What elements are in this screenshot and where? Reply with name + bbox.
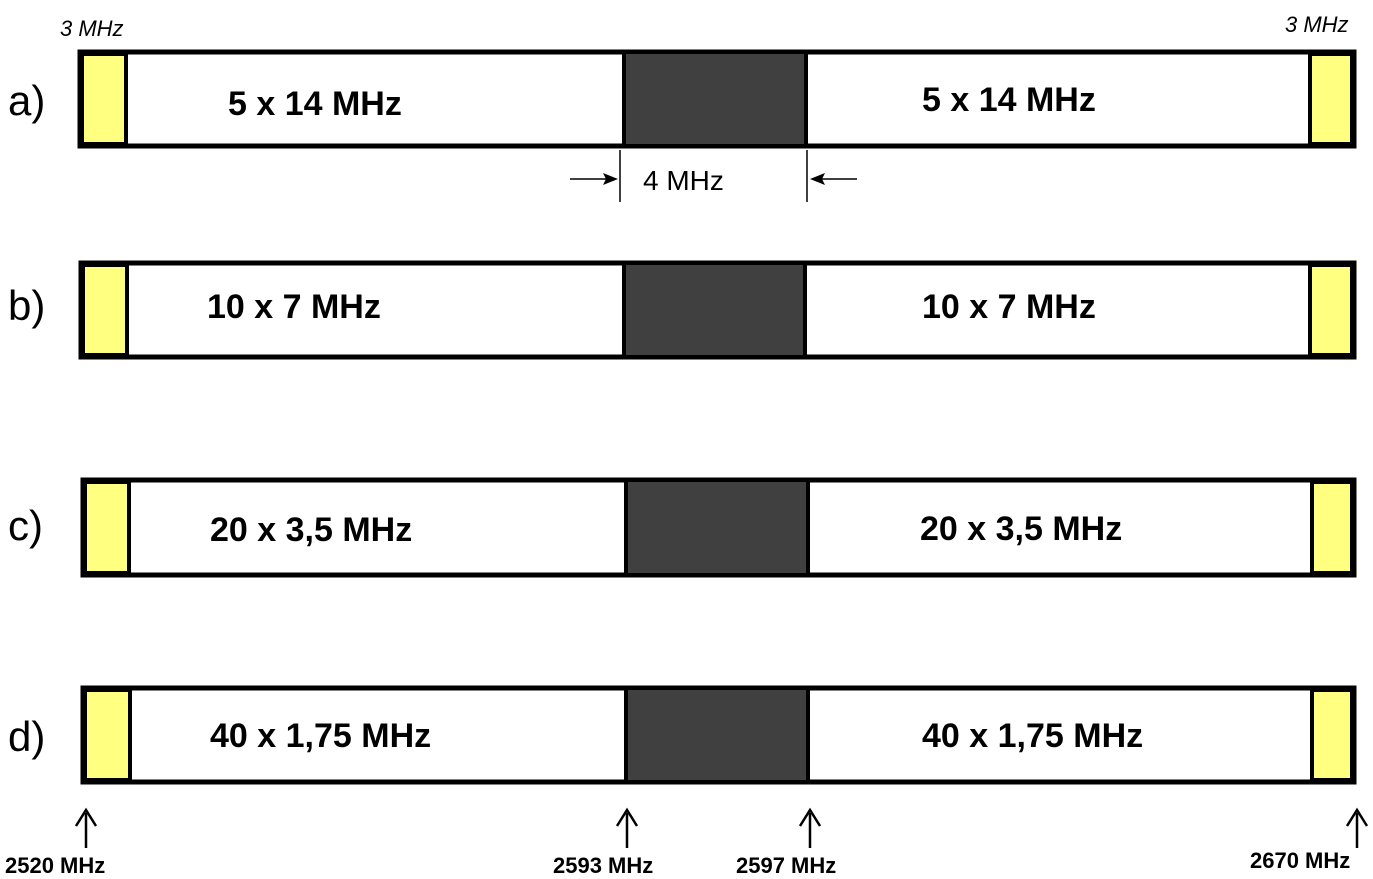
arrowhead-icon: [1345, 807, 1369, 827]
frequency-marker-2597: 2597 MHz: [736, 807, 836, 878]
guard-right-annotation: 3 MHz: [1285, 12, 1349, 37]
guard-band-right: [1308, 52, 1354, 146]
arrowhead-left-pointing: [810, 173, 825, 185]
left-block-label: 40 x 1,75 MHz: [210, 717, 431, 755]
guard-band-right: [1308, 263, 1354, 357]
frequency-label: 2593 MHz: [553, 853, 653, 878]
frequency-label: 2597 MHz: [736, 853, 836, 878]
row-letter: d): [8, 713, 45, 760]
row-letter: c): [8, 502, 43, 549]
guard-band-left: [80, 52, 128, 146]
right-block-label: 5 x 14 MHz: [922, 81, 1096, 119]
row-b: b) 10 x 7 MHz 10 x 7 MHz: [8, 260, 1357, 360]
left-block-label: 10 x 7 MHz: [207, 288, 381, 326]
gap-dimension: 4 MHz: [570, 150, 857, 202]
right-block-label: 20 x 3,5 MHz: [920, 510, 1122, 548]
guard-band-left: [83, 688, 132, 782]
row-letter: b): [8, 282, 45, 329]
gap-width-label: 4 MHz: [643, 165, 724, 196]
row-d: d) 40 x 1,75 MHz 40 x 1,75 MHz: [8, 685, 1357, 785]
right-block-label: 10 x 7 MHz: [922, 288, 1096, 326]
guard-band-left: [83, 480, 131, 575]
center-gap: [624, 686, 810, 784]
right-block-label: 40 x 1,75 MHz: [922, 717, 1143, 755]
row-c: c) 20 x 3,5 MHz 20 x 3,5 MHz: [8, 477, 1357, 578]
frequency-marker-2593: 2593 MHz: [553, 807, 653, 878]
frequency-label: 2670 MHz: [1250, 848, 1350, 873]
guard-band-left: [81, 263, 129, 357]
guard-left-annotation: 3 MHz: [60, 16, 124, 41]
arrowhead-icon: [798, 807, 822, 827]
row-a: a) 5 x 14 MHz 5 x 14 MHz: [8, 49, 1357, 149]
center-gap: [622, 50, 808, 148]
center-gap: [622, 261, 807, 359]
left-block-label: 5 x 14 MHz: [228, 85, 402, 123]
center-gap: [624, 478, 810, 577]
arrowhead-icon: [74, 807, 98, 827]
frequency-label: 2520 MHz: [5, 853, 105, 878]
guard-band-right: [1310, 480, 1354, 575]
row-letter: a): [8, 77, 45, 124]
arrowhead-icon: [615, 807, 639, 827]
guard-band-right: [1310, 688, 1354, 782]
frequency-marker-2670: 2670 MHz: [1250, 807, 1369, 873]
left-block-label: 20 x 3,5 MHz: [210, 511, 412, 549]
frequency-marker-2520: 2520 MHz: [5, 807, 105, 878]
arrowhead-right-pointing: [603, 173, 618, 185]
